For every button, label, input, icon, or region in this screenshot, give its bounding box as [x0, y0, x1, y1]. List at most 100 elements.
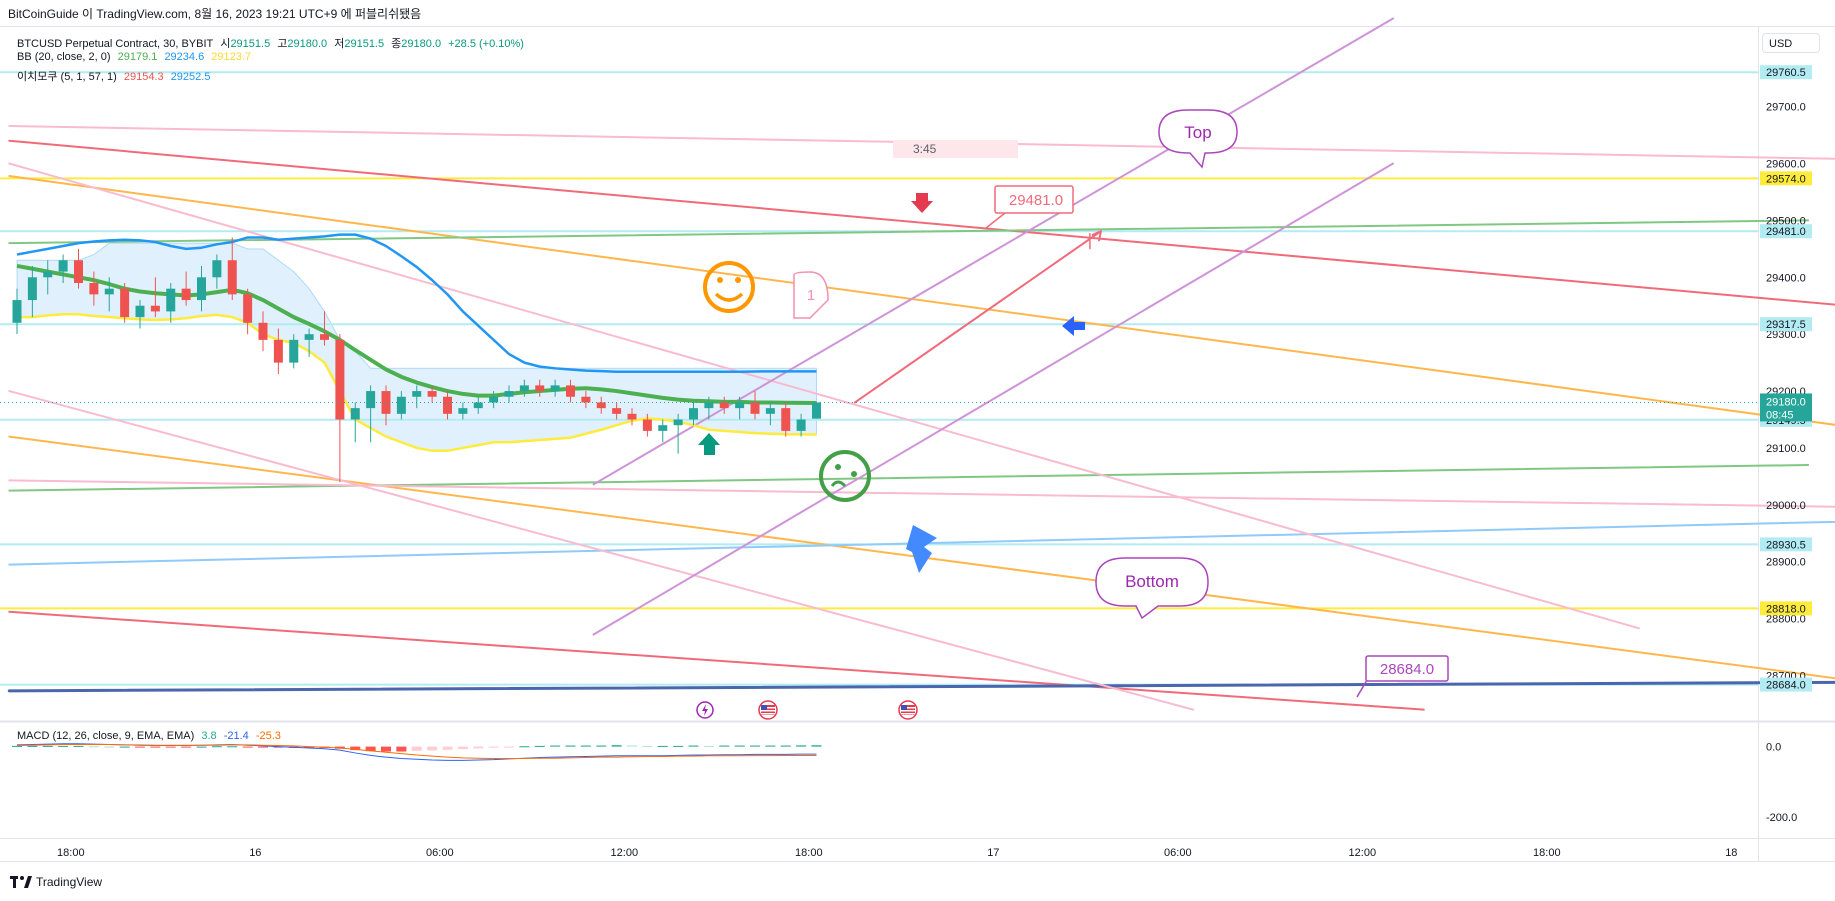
arrow-down-icon[interactable] — [911, 193, 933, 213]
candle-body — [673, 419, 683, 426]
bollinger-bands — [16, 233, 817, 453]
candle-body — [243, 294, 253, 323]
lightning-icon[interactable] — [906, 525, 937, 573]
macd-histogram-bar — [135, 746, 145, 748]
trend-line — [7, 680, 1835, 693]
event-marker-lightning-icon[interactable] — [696, 701, 714, 719]
price-level-label: 28684.0 — [1766, 680, 1806, 692]
symbol-legend[interactable]: BTCUSD Perpetual Contract, 30, BYBIT 시 29… — [17, 35, 528, 51]
price-axis[interactable]: 29700.029600.029500.029400.029300.029200… — [1760, 65, 1812, 692]
number-note[interactable]: 1 — [793, 271, 829, 319]
time-tick-label: 06:00 — [426, 847, 454, 859]
trend-line — [853, 230, 1102, 404]
top-callout[interactable]: Top — [1158, 109, 1238, 169]
price-note-low[interactable]: 28684.0 — [1356, 655, 1449, 698]
time-tick-label: 12:00 — [1349, 847, 1377, 859]
macd-histogram-bar — [673, 745, 684, 747]
currency-selector[interactable]: USD — [1762, 33, 1820, 53]
candle-body — [796, 419, 806, 431]
arrow-up-icon[interactable] — [698, 433, 720, 455]
candle-body — [504, 391, 514, 397]
macd-histogram-bar — [42, 745, 53, 747]
price-level-badge — [1760, 537, 1812, 552]
candle-body — [366, 391, 376, 409]
candle-body — [812, 402, 821, 419]
price-tick-label: 28800.0 — [1766, 614, 1806, 626]
candle-body — [74, 260, 83, 283]
macd-histogram-bar — [27, 745, 38, 747]
macd-histogram-bar — [150, 746, 161, 748]
event-marker-us-flag-icon[interactable] — [758, 700, 778, 720]
tradingview-logo-icon — [10, 876, 32, 888]
tradingview-footer[interactable]: TradingView — [10, 875, 102, 889]
price-tick-label: 29700.0 — [1766, 102, 1806, 114]
macd-histogram-bar — [258, 746, 268, 748]
candle-body — [120, 288, 130, 318]
time-axis[interactable]: 18:00 16 06:00 12:00 18:00 17 06:00 12:00 18:00 1… — [57, 847, 1835, 859]
macd-histogram-bar — [550, 745, 561, 747]
low-label: 저 — [334, 38, 345, 50]
macd-histogram-bar — [596, 745, 607, 747]
arrow-left-icon[interactable] — [1062, 316, 1085, 336]
event-marker-us-flag-icon[interactable] — [898, 700, 918, 720]
ichimoku-base-value: 29252.5 — [170, 71, 211, 83]
trend-line — [8, 139, 1835, 306]
price-level-badge — [1760, 171, 1812, 186]
bottom-callout[interactable]: Bottom — [1095, 557, 1209, 620]
trend-line — [8, 464, 1810, 492]
bb-basis-value: 29179.1 — [117, 51, 158, 63]
macd-histogram-bar — [611, 745, 622, 747]
price-tick-label: 29100.0 — [1766, 443, 1806, 455]
macd-legend[interactable]: MACD (12, 26, close, 9, EMA, EMA) 3.8 -2… — [17, 730, 285, 742]
candle-body — [781, 408, 791, 431]
annotations[interactable]: 3:45 Top Bottom 29481.0 28684.0 1 — [696, 109, 1449, 720]
trend-line — [8, 390, 1195, 711]
macd-histogram-bar — [104, 746, 115, 748]
price-countdown-label: 08:45 — [1766, 409, 1794, 421]
open-label: 시 — [220, 38, 231, 50]
macd-histogram-bar — [165, 746, 176, 748]
price-level-label: 29481.0 — [1766, 226, 1806, 238]
bb-lower-value: 29123.7 — [211, 51, 252, 63]
bb-lower-line — [17, 313, 817, 453]
ichimoku-name: 이치모쿠 (5, 1, 57, 1) — [17, 71, 117, 83]
confused-face-icon[interactable] — [819, 450, 871, 502]
macd-histogram-bar — [765, 745, 776, 747]
macd-histogram-bar — [350, 746, 361, 751]
price-level-label: 29760.5 — [1766, 67, 1806, 79]
current-price-badge — [1760, 393, 1812, 422]
symbol-name: BTCUSD Perpetual Contract, 30, BYBIT — [17, 38, 214, 50]
price-tick-label: 29400.0 — [1766, 272, 1806, 284]
price-level-badge — [1760, 601, 1812, 616]
macd-histogram-bar — [196, 746, 207, 748]
candle-body — [227, 260, 237, 295]
time-tick-label: 12:00 — [611, 847, 639, 859]
low-value: 29151.5 — [344, 38, 385, 50]
price-note-high[interactable]: 29481.0 — [985, 185, 1074, 229]
macd-histogram-bar — [457, 746, 468, 750]
candle-body — [135, 305, 145, 318]
brand-name: TradingView — [36, 875, 103, 889]
trend-line — [8, 479, 1835, 508]
price-level-badge — [1760, 65, 1812, 80]
price-level-label: 29317.5 — [1766, 319, 1806, 331]
smiley-face-icon[interactable] — [703, 261, 755, 313]
top-label: Top — [1184, 123, 1211, 142]
candle-body — [412, 391, 422, 397]
candle-body — [197, 277, 206, 301]
macd-histogram-bar — [73, 745, 84, 747]
trend-lines[interactable] — [7, 17, 1835, 711]
trend-line — [592, 162, 1395, 636]
ichimoku-legend[interactable]: 이치모쿠 (5, 1, 57, 1) 29154.3 29252.5 — [17, 68, 214, 84]
candle-body — [304, 334, 314, 340]
current-price-label: 29180.0 — [1766, 396, 1806, 408]
candle-body — [350, 408, 360, 420]
macd-histogram-value: 3.8 — [201, 730, 217, 742]
macd-histogram-bar — [688, 745, 699, 747]
macd-histogram-bar — [58, 745, 69, 747]
time-note: 3:45 — [913, 142, 937, 156]
bb-legend[interactable]: BB (20, close, 2, 0) 29179.1 29234.6 291… — [17, 51, 255, 63]
candle-body — [335, 339, 345, 420]
candle-body — [735, 402, 745, 409]
